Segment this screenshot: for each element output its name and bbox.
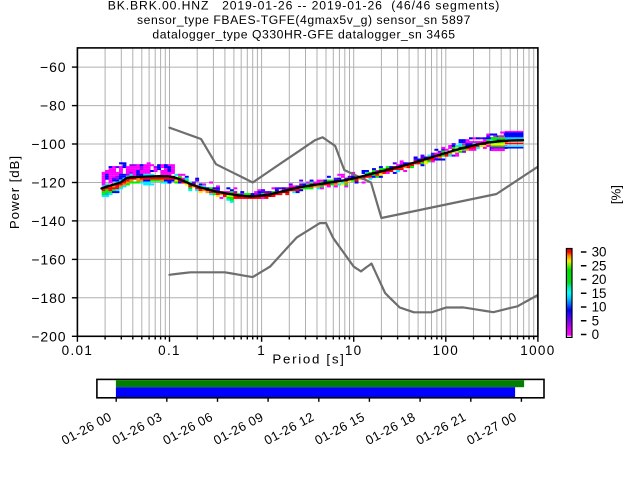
svg-text:Power [dB]: Power [dB] — [7, 155, 22, 229]
svg-text:−80: −80 — [40, 98, 66, 114]
svg-text:10: 10 — [345, 343, 363, 358]
svg-text:−180: −180 — [31, 290, 66, 306]
svg-text:sensor_type FBAES-TGFE(4gmax5v: sensor_type FBAES-TGFE(4gmax5v_g) sensor… — [137, 13, 471, 27]
svg-text:25: 25 — [592, 258, 607, 273]
svg-text:Period [s]: Period [s] — [272, 352, 345, 367]
svg-text:0.1: 0.1 — [158, 343, 181, 358]
svg-text:−100: −100 — [31, 136, 66, 152]
svg-text:−60: −60 — [40, 59, 66, 75]
svg-text:5: 5 — [592, 313, 599, 328]
svg-text:30: 30 — [592, 245, 607, 260]
svg-text:15: 15 — [592, 286, 607, 301]
svg-text:−140: −140 — [31, 213, 66, 229]
svg-text:−120: −120 — [31, 175, 66, 191]
svg-text:0: 0 — [592, 327, 599, 342]
svg-text:1: 1 — [257, 343, 266, 358]
svg-text:BK.BRK.00.HNZ 2019-01-26 --: BK.BRK.00.HNZ 2019-01-26 -- 2019-01-26 (… — [108, 0, 500, 13]
svg-text:datalogger_type Q330HR-GFE dat: datalogger_type Q330HR-GFE datalogger_sn… — [152, 28, 455, 42]
svg-text:10: 10 — [592, 300, 607, 315]
svg-text:100: 100 — [433, 343, 459, 358]
svg-text:1000: 1000 — [520, 343, 555, 358]
svg-text:[%]: [%] — [609, 185, 624, 204]
svg-text:0.01: 0.01 — [62, 343, 93, 358]
svg-text:20: 20 — [592, 272, 607, 287]
svg-text:−160: −160 — [31, 251, 66, 267]
svg-text:−200: −200 — [31, 328, 66, 344]
